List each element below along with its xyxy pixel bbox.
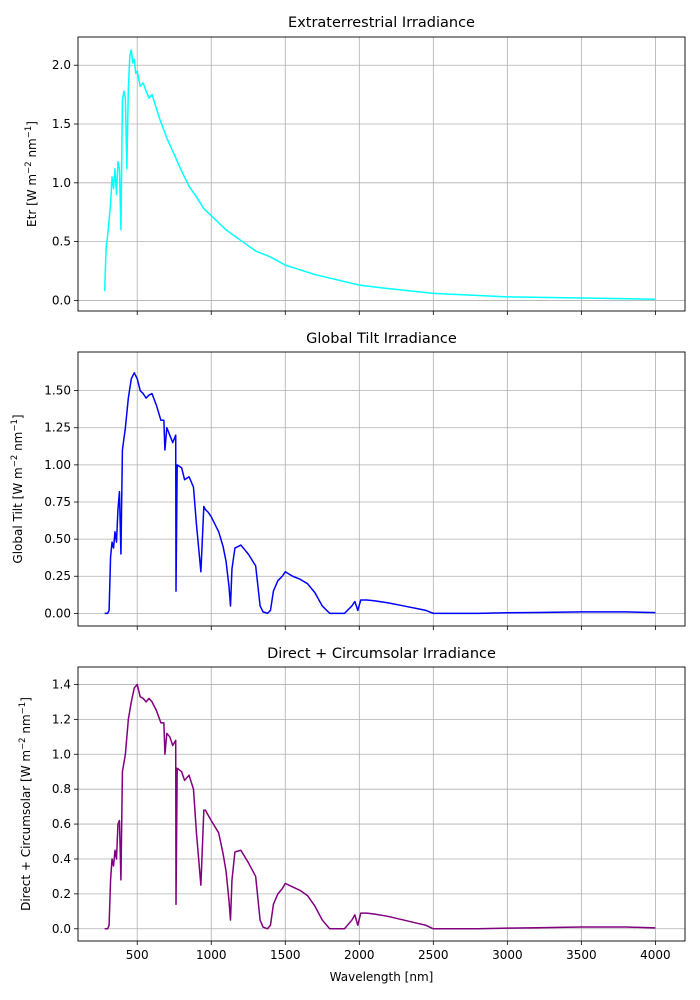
plot-area: 0.00 0.25 0.50 0.75 1.00 1.25 1.50: [44, 351, 686, 630]
subplot-direct-circumsolar: 500 1000 1500 2000 2500 3000 3500 4000 0.0 0.2 0.4…: [18, 646, 686, 984]
y-axis-label: Global Tilt [W m−2 nm−1]: [10, 414, 25, 563]
axes-frame: [77, 36, 686, 312]
series-line: [104, 372, 656, 615]
y-tick-label: 1.00: [44, 458, 71, 472]
y-tick-label: 1.50: [44, 384, 71, 398]
y-tick-label: 0.50: [44, 532, 71, 546]
y-tick-label: 0.75: [44, 495, 71, 509]
plot-area: 0.0 0.5 1.0 1.5 2.0: [52, 36, 686, 315]
x-tick-label: 2000: [344, 948, 375, 962]
y-tick-label: 0.00: [44, 606, 71, 620]
y-tick-label: 0.5: [52, 235, 71, 249]
y-tick-label: 0.6: [52, 817, 71, 831]
subplot-global-tilt: 0.00 0.25 0.50 0.75 1.00 1.25 1.50 Global Tilt…: [10, 331, 686, 630]
y-tick-label: 0.4: [52, 852, 71, 866]
series-line: [104, 683, 656, 930]
x-tick-label: 1000: [196, 948, 227, 962]
axes-frame: [77, 666, 686, 942]
series-line: [103, 49, 656, 300]
axes-frame: [77, 351, 686, 627]
y-axis-label: Etr [W m−2 nm−1]: [24, 121, 39, 227]
y-tick-label: 1.5: [52, 117, 71, 131]
x-axis-label: Wavelength [nm]: [330, 970, 434, 984]
y-tick-label: 1.0: [52, 176, 71, 190]
y-tick-label: 0.25: [44, 569, 71, 583]
x-tick-label: 3000: [492, 948, 523, 962]
y-tick-label: 1.0: [52, 747, 71, 761]
x-tick-label: 2500: [418, 948, 449, 962]
chart-title: Global Tilt Irradiance: [306, 331, 457, 347]
y-tick-label: 0.0: [52, 293, 71, 307]
x-tick-label: 1500: [270, 948, 301, 962]
y-tick-label: 1.2: [52, 712, 71, 726]
y-tick-label: 0.0: [52, 922, 71, 936]
x-tick-label: 500: [126, 948, 149, 962]
plot-area: 500 1000 1500 2000 2500 3000 3500 4000 0.0 0.2 0.4…: [52, 666, 686, 962]
subplot-etr: 0.0 0.5 1.0 1.5 2.0 Extraterrestrial Irradia…: [24, 15, 686, 315]
y-axis-label: Direct + Circumsolar [W m−2 nm−1]: [18, 697, 33, 911]
x-tick-label: 3500: [566, 948, 597, 962]
chart-title: Extraterrestrial Irradiance: [288, 15, 475, 31]
y-tick-label: 2.0: [52, 58, 71, 72]
y-tick-label: 0.2: [52, 887, 71, 901]
x-tick-label: 4000: [640, 948, 671, 962]
y-tick-label: 1.4: [52, 677, 71, 691]
y-tick-label: 1.25: [44, 421, 71, 435]
chart-title: Direct + Circumsolar Irradiance: [267, 646, 496, 662]
y-tick-label: 0.8: [52, 782, 71, 796]
